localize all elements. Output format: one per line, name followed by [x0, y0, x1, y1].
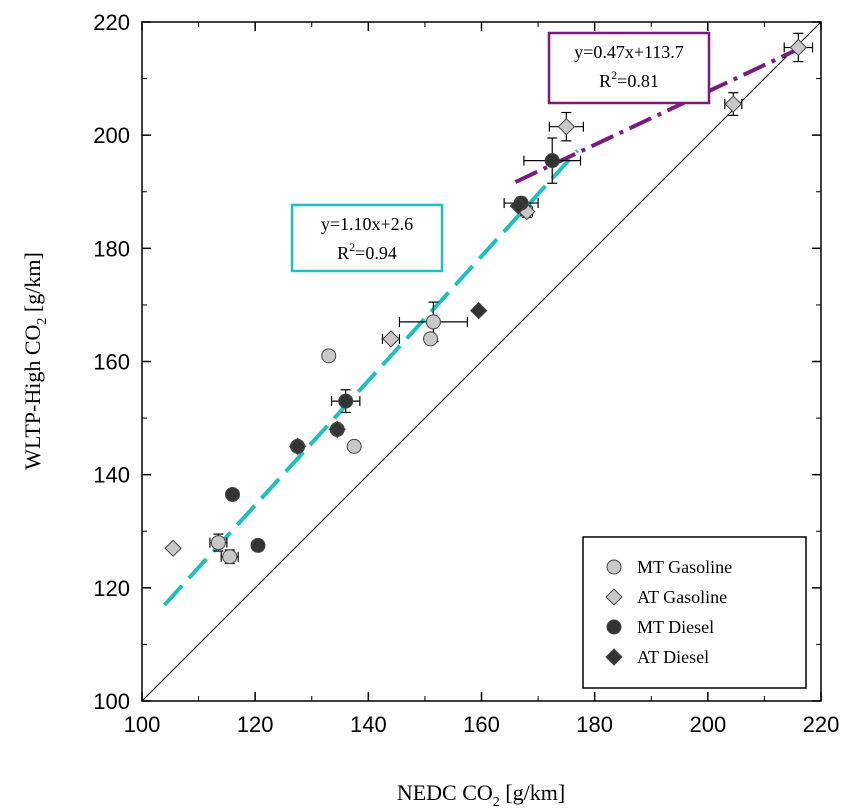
legend-label-at-diesel: AT Diesel	[637, 647, 709, 667]
ticks-layer: 100 120 140 160 180 200 220 100 120 140 160 180 200 2…	[93, 10, 839, 737]
identity-line	[141, 21, 822, 702]
fit-equation-1: y=1.10x+2.6	[321, 214, 413, 234]
x-tick-label: 200	[689, 712, 726, 737]
y-tick-label: 180	[93, 236, 130, 261]
x-tick-label: 220	[803, 712, 840, 737]
x-axis-title: NEDC CO2 [g/km]	[397, 780, 565, 810]
legend: MT Gasoline AT Gasoline MT Diesel AT Diesel	[582, 536, 807, 689]
fit-equation-2: y=0.47x+113.7	[574, 42, 684, 62]
fit-line-1	[163, 149, 580, 607]
x-tick-label: 120	[237, 712, 274, 737]
point-at-diesel	[328, 420, 346, 439]
point-at-gasoline	[557, 117, 576, 136]
equation-boxes-layer: y=1.10x+2.6 R2=0.94 y=0.47x+113.7 R2=0.81	[290, 31, 711, 273]
point-mt-gasoline	[210, 535, 226, 551]
legend-marker-at-gasoline	[605, 588, 623, 606]
point-at-diesel	[469, 301, 488, 320]
point-mt-diesel	[250, 537, 266, 553]
x-tick-label: 160	[463, 712, 500, 737]
fit-r-squared-1: R2=0.94	[337, 240, 397, 263]
y-tick-label: 160	[93, 350, 130, 375]
fit-equation-box-2	[547, 31, 711, 105]
x-tick-label: 180	[576, 712, 613, 737]
point-at-gasoline	[164, 539, 182, 557]
point-mt-gasoline	[321, 348, 337, 364]
point-mt-diesel	[338, 393, 354, 409]
x-tick-label: 140	[350, 712, 387, 737]
point-mt-gasoline	[423, 331, 439, 347]
x-tick-label: 100	[124, 712, 161, 737]
y-tick-label: 200	[93, 123, 130, 148]
point-at-diesel	[509, 197, 527, 215]
legend-box	[582, 536, 807, 689]
legend-label-at-gasoline: AT Gasoline	[637, 587, 727, 607]
fit-line-2	[514, 47, 800, 184]
y-axis-title: WLTP-High CO2 [g/km]	[20, 252, 50, 470]
point-mt-diesel	[544, 153, 560, 169]
y-tick-label: 220	[93, 10, 130, 35]
point-at-diesel	[288, 437, 307, 456]
legend-marker-mt-gasoline	[606, 559, 622, 575]
point-mt-gasoline	[425, 314, 441, 330]
point-at-gasoline	[789, 38, 808, 57]
reference-line-layer	[141, 21, 822, 702]
y-tick-label: 120	[93, 576, 130, 601]
fit-lines-layer	[163, 47, 800, 607]
legend-label-mt-gasoline: MT Gasoline	[637, 557, 732, 577]
y-tick-label: 140	[93, 463, 130, 488]
point-at-gasoline	[382, 330, 400, 348]
fit-equation-box-1	[290, 203, 444, 273]
point-mt-gasoline	[346, 438, 362, 454]
fit-r-squared-2: R2=0.81	[599, 68, 659, 91]
markers-layer	[164, 38, 808, 565]
point-at-gasoline	[724, 95, 743, 113]
legend-marker-mt-diesel	[606, 619, 622, 635]
y-tick-label: 100	[93, 689, 130, 714]
legend-marker-at-diesel	[605, 648, 623, 666]
legend-label-mt-diesel: MT Diesel	[637, 617, 714, 637]
legend-items: MT Gasoline AT Gasoline MT Diesel AT Diesel	[605, 557, 732, 667]
point-mt-gasoline	[222, 549, 238, 565]
point-mt-diesel	[225, 486, 241, 502]
